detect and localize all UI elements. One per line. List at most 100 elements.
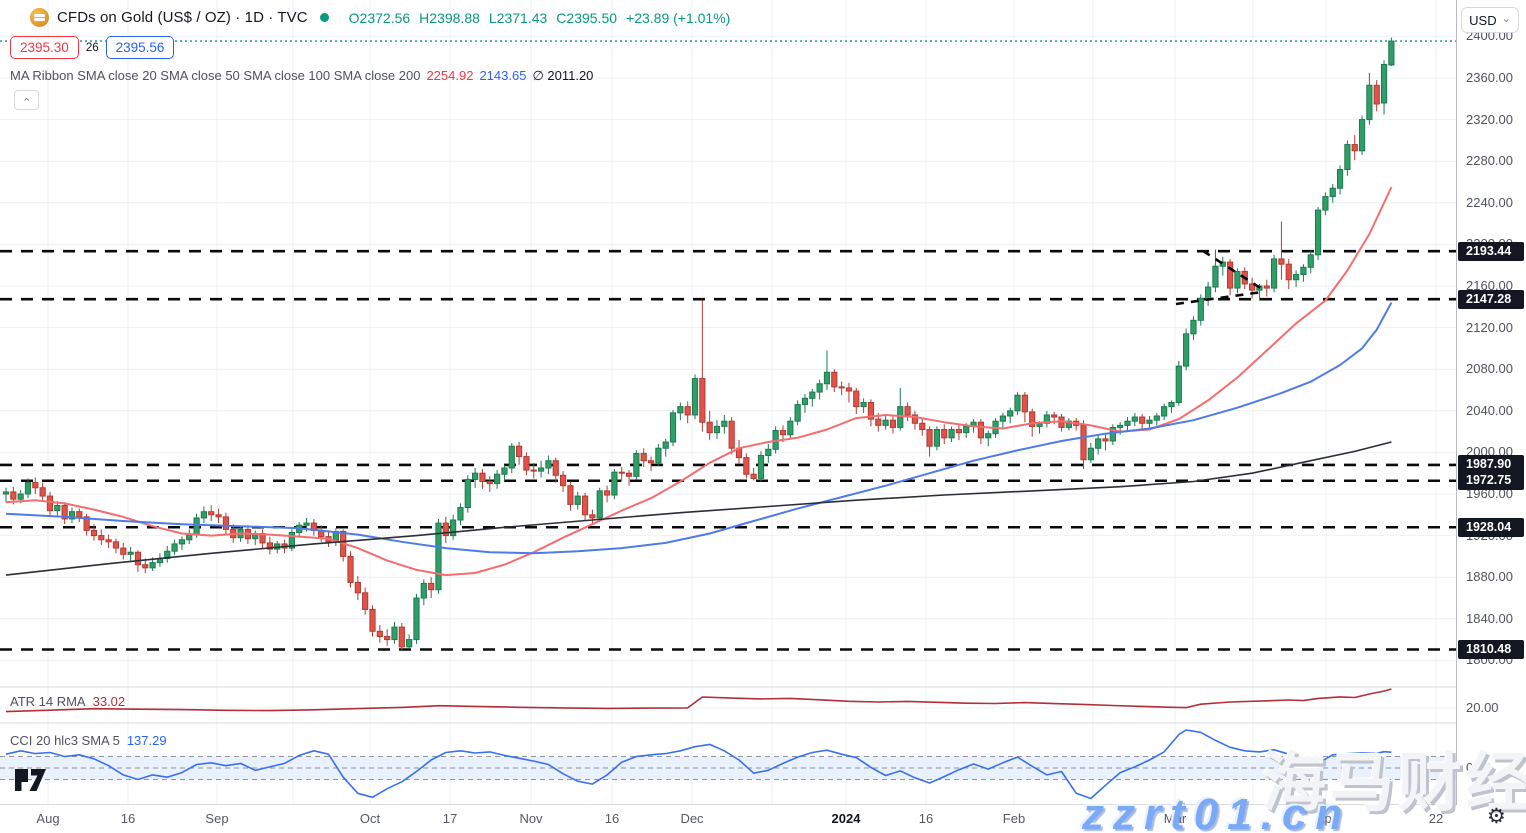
candle <box>882 419 889 426</box>
candle <box>1117 424 1124 428</box>
ma-ribbon-row[interactable]: MA Ribbon SMA close 20 SMA close 50 SMA … <box>10 68 593 84</box>
candle <box>1146 419 1153 424</box>
candle <box>1065 420 1072 428</box>
candle <box>1124 420 1131 426</box>
candle <box>1227 261 1234 289</box>
candle <box>831 371 838 388</box>
candle <box>633 452 640 477</box>
candle <box>779 430 787 436</box>
candle <box>1219 261 1226 267</box>
price-axis-label: 2240.00 <box>1466 194 1513 210</box>
candle <box>149 562 156 569</box>
candle <box>1322 196 1329 211</box>
candle <box>721 420 728 427</box>
buy-button[interactable]: 2395.56 <box>105 36 175 59</box>
atr-indicator-row[interactable]: ATR 14 RMA 33.02 <box>10 694 125 709</box>
market-status-dot[interactable] <box>319 13 329 22</box>
candle <box>750 473 757 479</box>
candle <box>1153 415 1160 421</box>
candle <box>816 383 823 393</box>
candle <box>691 378 699 416</box>
candle <box>1007 410 1014 417</box>
candle <box>1249 283 1256 291</box>
candle <box>677 406 684 414</box>
time-axis-label: 16 <box>918 811 934 826</box>
collapse-indicators-button[interactable]: ⌄ <box>14 90 39 110</box>
ohlc-close: C2395.50 <box>556 9 618 26</box>
cci-line[interactable] <box>5 729 1392 800</box>
candle <box>1014 394 1021 412</box>
time-axis-label: Nov <box>519 811 543 826</box>
candle <box>787 420 794 436</box>
candle <box>1351 144 1358 152</box>
time-axis-label: 17 <box>442 811 458 826</box>
candle <box>83 516 90 531</box>
sma-slow-black-line[interactable] <box>5 441 1392 576</box>
candle <box>684 406 691 416</box>
cci-indicator-row[interactable]: CCI 20 hlc3 SMA 5 137.29 <box>10 733 167 748</box>
tradingview-logo[interactable] <box>14 766 52 792</box>
time-axis[interactable]: Aug 16 Sep Oct 17 Nov 16 Dec 2024 16 Feb Mar Apr 22 <box>0 805 1526 833</box>
price-axis[interactable]: 2400.002360.002320.002280.002240.002200.… <box>1457 0 1526 805</box>
candle <box>1161 406 1168 417</box>
price-level-badge: 1972.75 <box>1458 471 1524 491</box>
candle <box>398 626 405 648</box>
candle <box>809 391 816 399</box>
candle <box>1307 254 1314 268</box>
candle <box>530 469 537 472</box>
candle <box>933 429 941 447</box>
sma-fast-red-line[interactable] <box>5 186 1393 577</box>
candle <box>486 481 493 485</box>
candle <box>669 412 677 443</box>
candle <box>567 485 574 505</box>
candle <box>450 519 457 537</box>
candle <box>1021 394 1028 413</box>
candle <box>376 630 383 637</box>
time-axis-label: 2024 <box>831 811 861 826</box>
price-axis-label: 2040.00 <box>1466 402 1513 418</box>
candle <box>1366 84 1373 121</box>
candle <box>193 517 200 536</box>
candle <box>647 460 655 464</box>
candle <box>384 635 391 641</box>
candle <box>611 471 618 496</box>
pennant-annotation-line[interactable] <box>1202 249 1263 291</box>
candle <box>1197 297 1204 321</box>
candle <box>178 539 186 545</box>
candle <box>1278 258 1285 265</box>
candle <box>105 539 112 543</box>
symbol-header: CFDs on Gold (US$ / OZ) · 1D · TVC O2372… <box>30 8 730 27</box>
price-axis-label: 2280.00 <box>1466 153 1513 169</box>
sell-button[interactable]: 2395.30 <box>10 36 79 59</box>
candle <box>860 401 867 408</box>
candle <box>1139 416 1146 424</box>
cci-band <box>0 756 1456 780</box>
atr-line[interactable] <box>5 688 1392 713</box>
time-axis-label: 16 <box>120 811 136 826</box>
chart-title[interactable]: CFDs on Gold (US$ / OZ) · 1D · TVC <box>57 9 308 26</box>
price-axis-label: 1840.00 <box>1466 610 1513 626</box>
time-axis-label: 16 <box>604 811 620 826</box>
candle <box>1300 266 1307 276</box>
chevron-down-icon: ⌄ <box>1501 13 1511 25</box>
time-axis-label: Feb <box>1002 811 1026 826</box>
cci-axis-label: 0.00 <box>1466 760 1492 775</box>
currency-button[interactable]: USD ⌄ <box>1461 7 1519 33</box>
candle <box>1190 319 1197 335</box>
currency-label: USD <box>1469 12 1497 28</box>
candle <box>985 433 992 439</box>
ma-ribbon-label: MA Ribbon SMA close 20 SMA close 50 SMA … <box>10 68 421 83</box>
candle <box>867 401 875 420</box>
candle <box>1234 270 1241 289</box>
candle <box>68 511 76 520</box>
sma-mid-blue-line[interactable] <box>5 302 1393 555</box>
candle <box>501 467 508 475</box>
candle <box>472 472 479 480</box>
candle <box>999 415 1006 422</box>
candle <box>76 511 83 518</box>
gold-instrument-icon <box>30 8 49 27</box>
candle <box>1263 285 1270 289</box>
candle <box>603 490 611 496</box>
